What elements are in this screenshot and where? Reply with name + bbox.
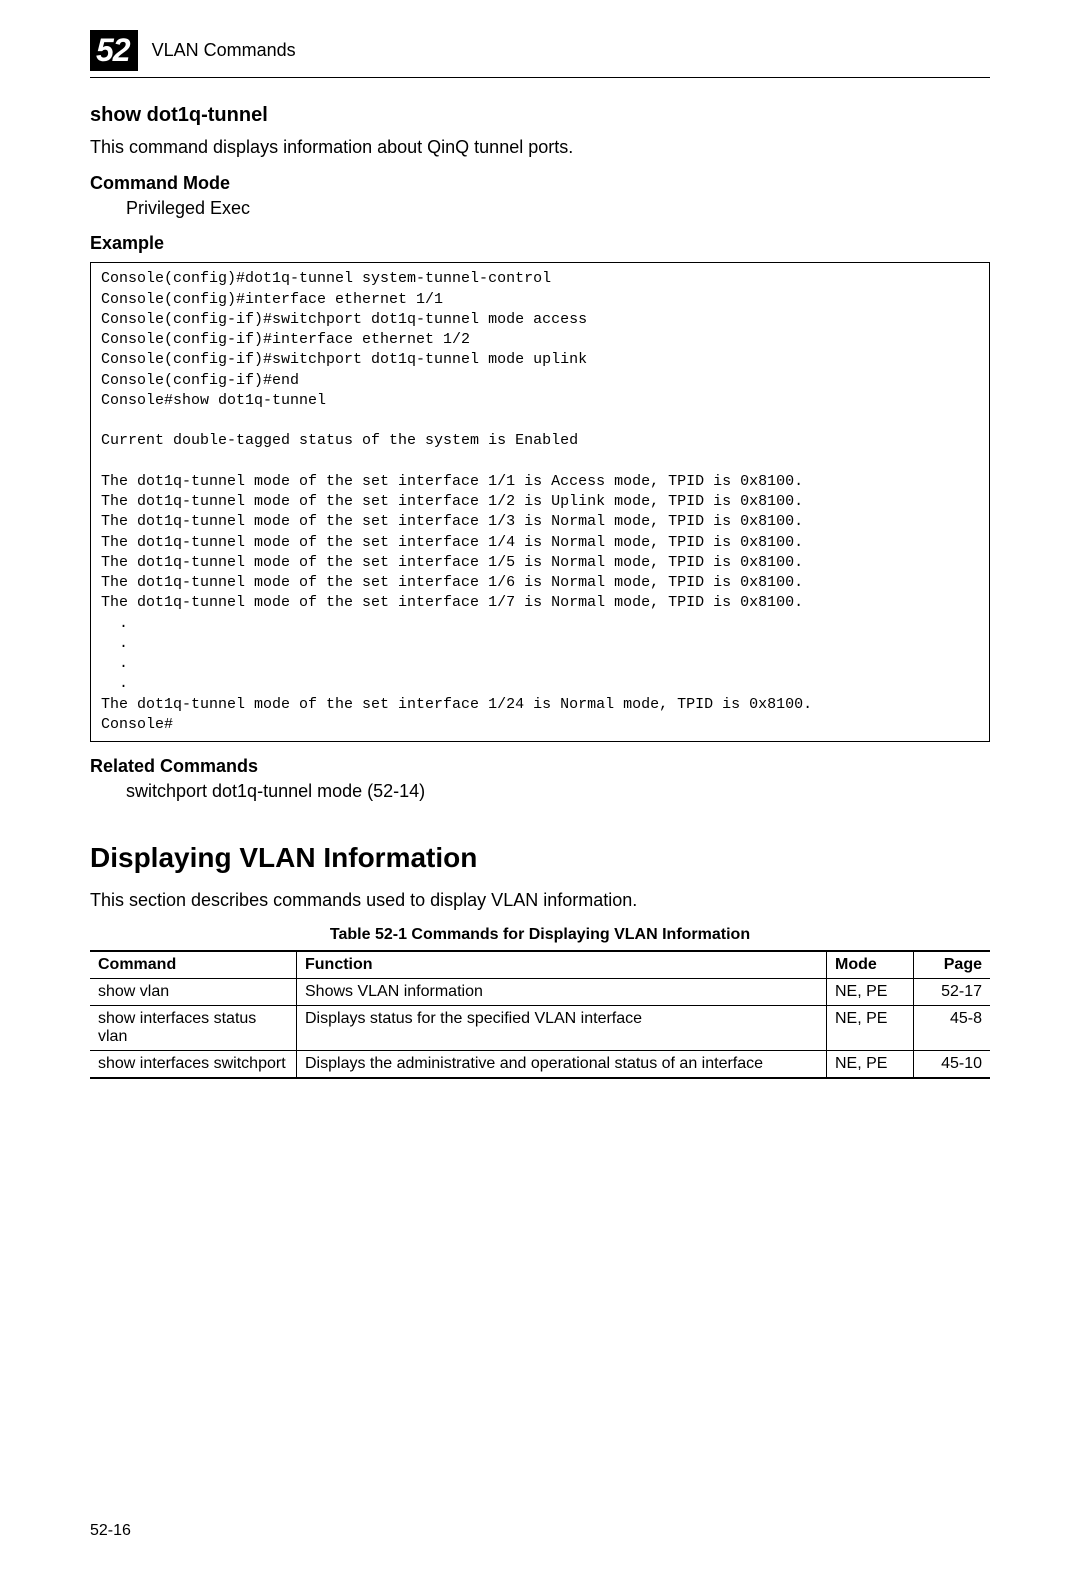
section-heading: Displaying VLAN Information	[90, 842, 990, 874]
chapter-title: VLAN Commands	[152, 40, 296, 61]
table-row: show interfaces switchport Displays the …	[90, 1051, 990, 1079]
table-cell-command: show interfaces status vlan	[90, 1006, 297, 1051]
table-cell-function: Displays status for the specified VLAN i…	[297, 1006, 827, 1051]
command-mode-label: Command Mode	[90, 173, 990, 194]
table-header-row: Command Function Mode Page	[90, 951, 990, 979]
example-label: Example	[90, 233, 990, 254]
table-header-function: Function	[297, 951, 827, 979]
table-cell-mode: NE, PE	[827, 1006, 914, 1051]
table-row: show vlan Shows VLAN information NE, PE …	[90, 979, 990, 1006]
table-cell-mode: NE, PE	[827, 1051, 914, 1079]
table-header-command: Command	[90, 951, 297, 979]
table-row: show interfaces status vlan Displays sta…	[90, 1006, 990, 1051]
table-cell-page: 45-10	[914, 1051, 991, 1079]
command-description: This command displays information about …	[90, 135, 990, 159]
page-number: 52-16	[90, 1522, 131, 1540]
table-cell-mode: NE, PE	[827, 979, 914, 1006]
page-header: 52 VLAN Commands	[90, 30, 990, 78]
commands-table: Command Function Mode Page show vlan Sho…	[90, 950, 990, 1079]
command-name-heading: show dot1q-tunnel	[90, 104, 990, 127]
table-header-mode: Mode	[827, 951, 914, 979]
table-header-page: Page	[914, 951, 991, 979]
section-intro: This section describes commands used to …	[90, 888, 990, 912]
table-cell-command: show interfaces switchport	[90, 1051, 297, 1079]
table-cell-page: 45-8	[914, 1006, 991, 1051]
related-commands-text: switchport dot1q-tunnel mode (52-14)	[126, 781, 990, 802]
chapter-number-box: 52	[90, 30, 138, 71]
table-cell-command: show vlan	[90, 979, 297, 1006]
table-caption: Table 52-1 Commands for Displaying VLAN …	[90, 926, 990, 944]
related-commands-label: Related Commands	[90, 756, 990, 777]
command-mode-value: Privileged Exec	[126, 198, 990, 219]
table-cell-function: Displays the administrative and operatio…	[297, 1051, 827, 1079]
table-cell-page: 52-17	[914, 979, 991, 1006]
table-cell-function: Shows VLAN information	[297, 979, 827, 1006]
example-code-block: Console(config)#dot1q-tunnel system-tunn…	[90, 262, 990, 742]
